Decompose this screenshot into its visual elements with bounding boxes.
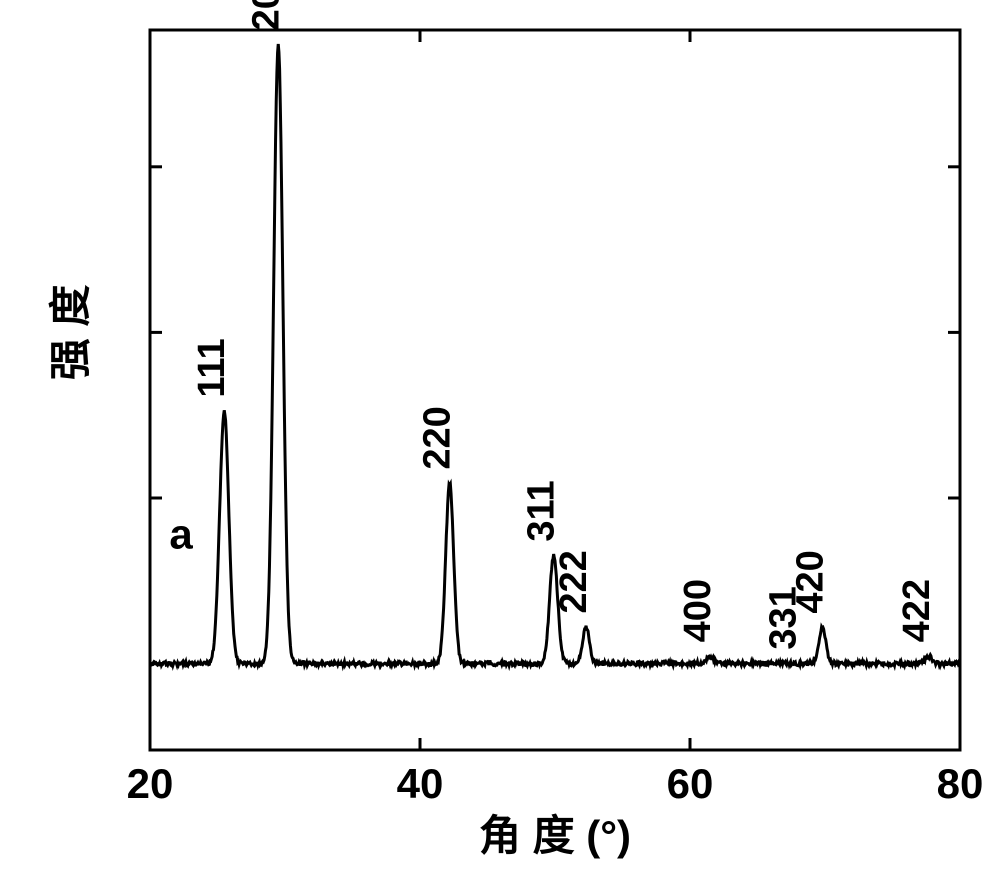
- peak-label: 200: [245, 0, 287, 30]
- peak-label: 311: [521, 480, 563, 541]
- x-tick-label: 20: [127, 760, 174, 807]
- xrd-chart: 20406080111200220311222400331420422a角 度 …: [0, 0, 1000, 871]
- peak-label: 220: [417, 406, 459, 469]
- peak-label: 420: [789, 550, 831, 613]
- y-axis-label: 强 度: [47, 285, 94, 381]
- peak-label: 400: [677, 579, 719, 642]
- x-tick-label: 40: [397, 760, 444, 807]
- x-tick-label: 80: [937, 760, 984, 807]
- series-label: a: [169, 510, 193, 557]
- peak-label: 222: [553, 550, 595, 613]
- x-tick-label: 60: [667, 760, 714, 807]
- chart-svg: 20406080111200220311222400331420422a角 度 …: [0, 0, 1000, 871]
- peak-label: 422: [896, 579, 938, 642]
- peak-label: 111: [191, 338, 233, 397]
- x-axis-label: 角 度 (°): [479, 812, 631, 859]
